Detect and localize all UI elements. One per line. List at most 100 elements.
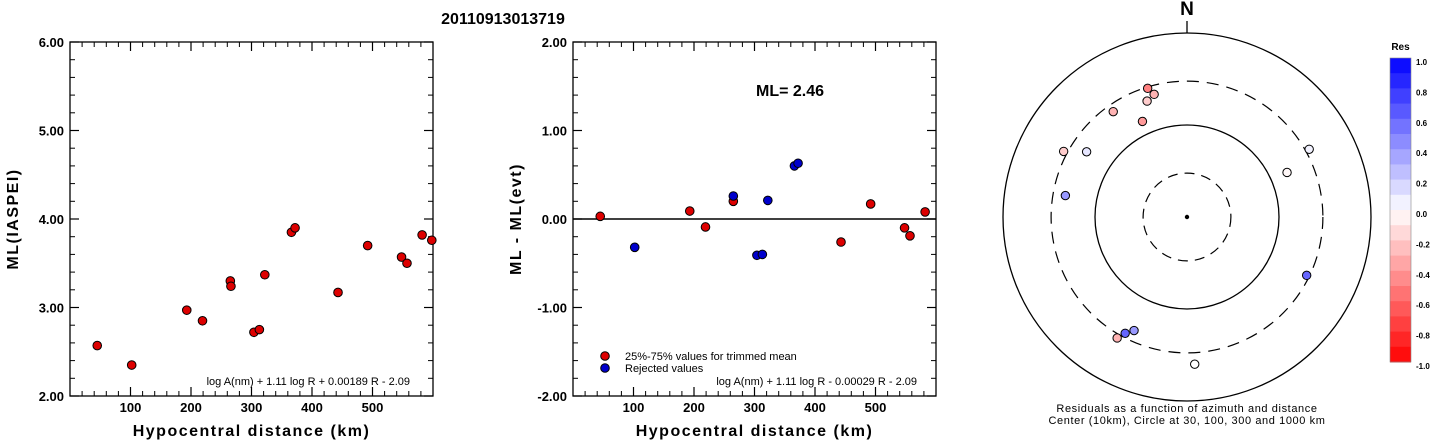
residual-point bbox=[1129, 325, 1139, 336]
data-point bbox=[126, 360, 137, 370]
data-point bbox=[836, 237, 846, 247]
colorbar-segment bbox=[1390, 331, 1411, 348]
colorbar-tick-label: 0.0 bbox=[1416, 210, 1428, 219]
colorbar-segment bbox=[1390, 316, 1411, 333]
colorbar-segment bbox=[1390, 225, 1411, 241]
colorbar-segment bbox=[1390, 270, 1411, 287]
panel-azimuth-residuals: N Residuals as a function of azimuth and … bbox=[1002, 0, 1372, 427]
colorbar-tick-label: -0.8 bbox=[1416, 332, 1430, 341]
residual-point bbox=[1108, 106, 1118, 117]
plot-frame bbox=[69, 41, 434, 397]
legend-label: 25%-75% values for trimmed mean bbox=[625, 351, 797, 363]
x-tick-label: 400 bbox=[301, 400, 323, 415]
residual-point bbox=[1112, 333, 1122, 343]
residual-point bbox=[1142, 83, 1153, 94]
colorbar-segment bbox=[1390, 58, 1411, 74]
y-tick-label: 4.00 bbox=[39, 212, 64, 227]
y-tick-label: 1.00 bbox=[542, 124, 567, 139]
residual-point bbox=[1190, 359, 1200, 369]
colorbar-segment bbox=[1390, 301, 1411, 317]
circle-300km bbox=[1050, 80, 1324, 354]
colorbar-segment bbox=[1390, 73, 1411, 89]
data-point bbox=[684, 206, 695, 216]
y-tick-label: 5.00 bbox=[39, 124, 64, 139]
colorbar-segment bbox=[1390, 103, 1411, 120]
x-axis-label: Hypocentral distance (km) bbox=[133, 423, 371, 440]
colorbar-tick-label: -0.6 bbox=[1416, 301, 1430, 310]
residual-point bbox=[1282, 167, 1292, 178]
data-point bbox=[260, 269, 270, 280]
y-axis-label: ML - ML(evt) bbox=[508, 163, 525, 275]
circle-30km bbox=[1142, 172, 1232, 262]
colorbar-tick-label: 0.8 bbox=[1416, 88, 1428, 97]
colorbar-tick-label: 1.0 bbox=[1416, 58, 1428, 67]
data-point bbox=[181, 305, 192, 315]
data-point bbox=[426, 235, 437, 246]
legend-marker bbox=[600, 351, 610, 361]
data-point bbox=[417, 230, 427, 240]
colorbar-segment bbox=[1390, 134, 1411, 150]
data-point bbox=[865, 199, 876, 209]
x-tick-label: 100 bbox=[623, 400, 645, 415]
data-point bbox=[905, 231, 915, 241]
formula-text: log A(nm) + 1.11 log R + 0.00189 R - 2.0… bbox=[207, 376, 410, 388]
data-point bbox=[899, 223, 910, 233]
x-tick-label: 200 bbox=[180, 400, 202, 415]
colorbar-title: Res bbox=[1391, 42, 1410, 53]
colorbar-segment bbox=[1390, 149, 1411, 165]
colorbar-tick-label: -0.4 bbox=[1416, 271, 1430, 280]
x-tick-label: 400 bbox=[804, 400, 826, 415]
colorbar-segment bbox=[1390, 286, 1411, 302]
colorbar-segment bbox=[1390, 118, 1411, 135]
x-tick-label: 200 bbox=[683, 400, 705, 415]
data-point bbox=[254, 324, 265, 335]
colorbar-segment bbox=[1390, 179, 1411, 196]
residual-point bbox=[1142, 96, 1152, 106]
colorbar-segment bbox=[1390, 164, 1411, 181]
data-point bbox=[402, 258, 412, 269]
residual-colorbar: Res 1.0 0.8 0.6 0.4 0.2 0.0 -0.2 -0.4 -0.6 -0.8 -1.… bbox=[1389, 42, 1430, 371]
residual-point bbox=[1301, 270, 1312, 281]
data-point bbox=[197, 315, 208, 326]
y-tick-label: -1.00 bbox=[537, 301, 567, 316]
colorbar-segment bbox=[1390, 194, 1411, 211]
data-point bbox=[920, 207, 930, 217]
formula-text: log A(nm) + 1.11 log R - 0.00029 R - 2.0… bbox=[716, 376, 917, 388]
circle-100km bbox=[1094, 124, 1280, 310]
y-tick-label: 6.00 bbox=[39, 35, 64, 50]
residual-point bbox=[1120, 328, 1130, 338]
residual-point bbox=[1060, 190, 1071, 201]
data-point bbox=[629, 242, 640, 253]
data-point bbox=[290, 223, 300, 233]
data-point bbox=[396, 252, 407, 262]
data-point bbox=[757, 249, 768, 260]
data-point bbox=[728, 191, 739, 201]
circle-1000km bbox=[1002, 32, 1372, 402]
data-point bbox=[226, 281, 236, 292]
data-point bbox=[793, 158, 803, 169]
x-axis-label: Hypocentral distance (km) bbox=[636, 423, 874, 440]
colorbar-segment bbox=[1390, 346, 1411, 363]
data-point bbox=[595, 211, 606, 222]
x-tick-label: 500 bbox=[865, 400, 887, 415]
data-point bbox=[763, 195, 773, 206]
colorbar-tick-label: 0.6 bbox=[1416, 119, 1428, 128]
colorbar-frame bbox=[1389, 57, 1412, 363]
north-label: N bbox=[1180, 0, 1194, 20]
x-tick-label: 300 bbox=[241, 400, 263, 415]
legend-label: Rejected values bbox=[625, 363, 704, 375]
residual-point bbox=[1149, 89, 1159, 100]
caption-line-2: Center (10km), Circle at 30, 100, 300 an… bbox=[1048, 415, 1325, 427]
colorbar-tick-label: 0.4 bbox=[1416, 149, 1428, 158]
y-tick-label: 2.00 bbox=[542, 35, 567, 50]
panel-residual-vs-distance: 100 200 300 400 500 -2.00 -1.00 0.00 1.00 2.00 Hyp… bbox=[508, 35, 937, 440]
residual-point bbox=[1058, 146, 1069, 157]
data-point bbox=[700, 222, 711, 232]
y-tick-label: 0.00 bbox=[542, 212, 567, 227]
y-tick-label: 3.00 bbox=[39, 301, 64, 316]
x-tick-label: 300 bbox=[744, 400, 766, 415]
colorbar-segment bbox=[1390, 210, 1411, 226]
data-point bbox=[362, 240, 373, 251]
residual-point bbox=[1304, 144, 1314, 154]
